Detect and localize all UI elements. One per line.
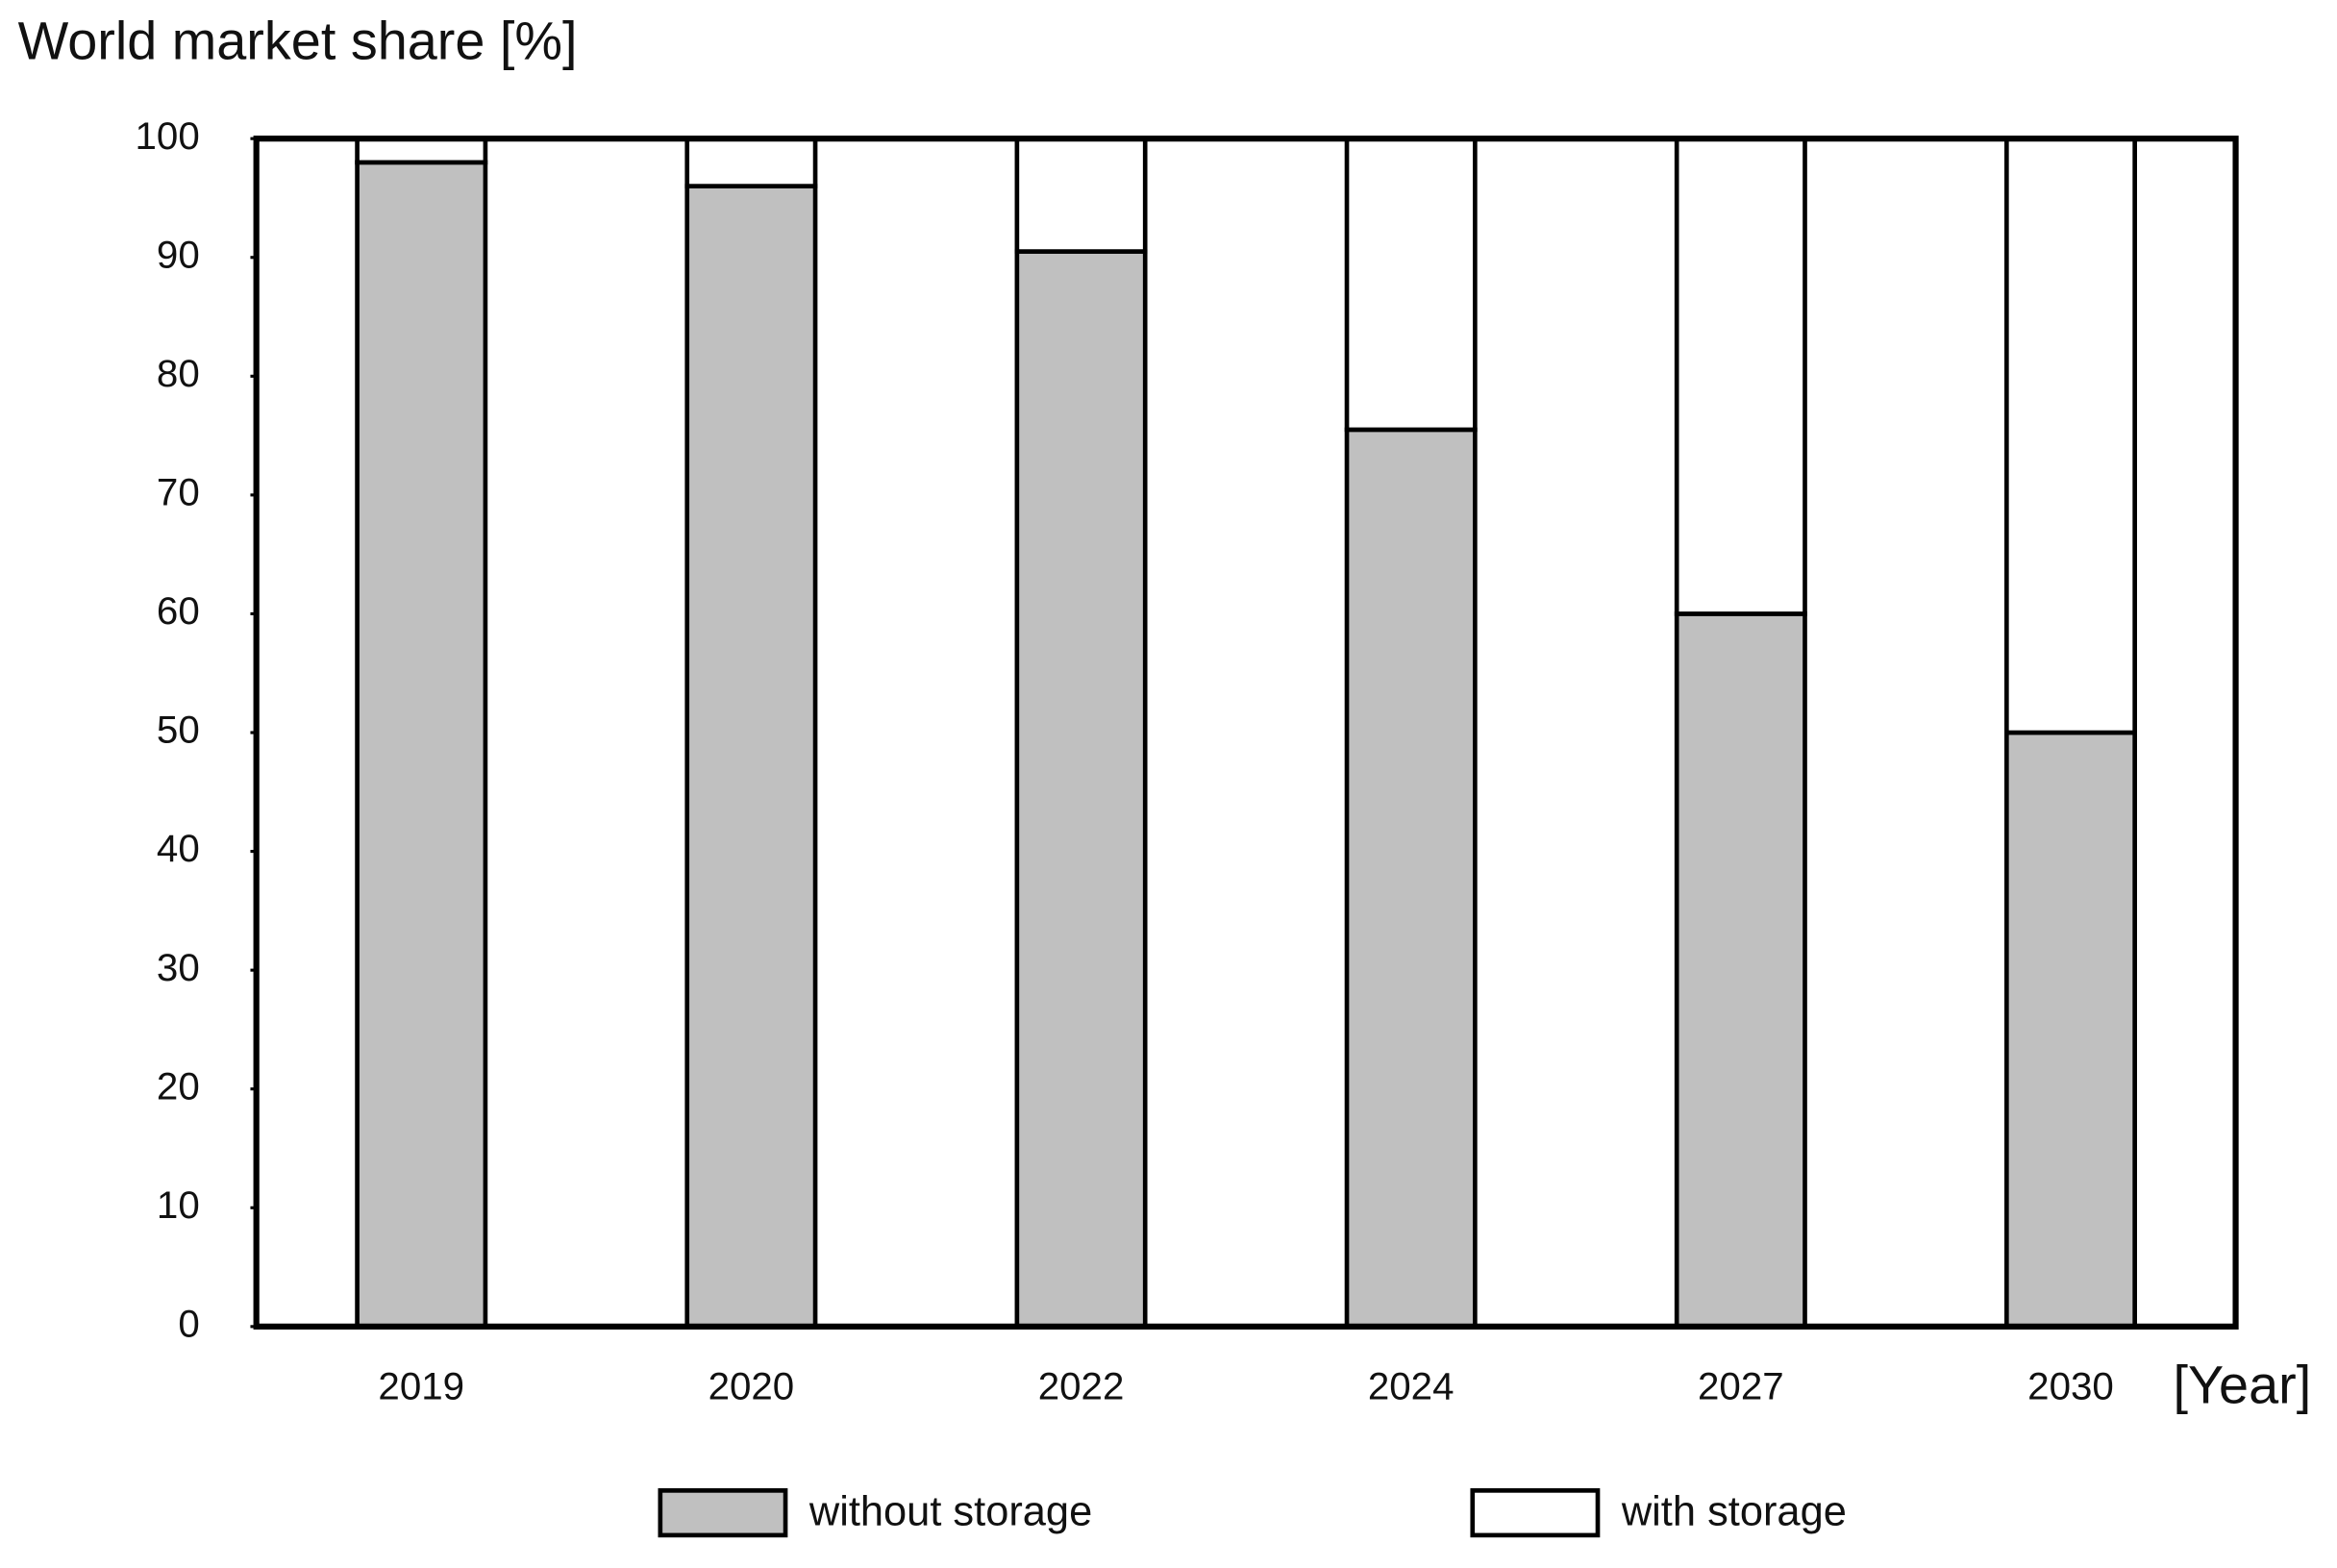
y-tick-label: 90 — [157, 233, 200, 276]
bar-segment — [1674, 611, 1807, 1330]
legend-label: with storage — [1621, 1489, 1847, 1535]
y-tick-label: 40 — [157, 827, 200, 870]
y-tick-label: 0 — [178, 1302, 199, 1345]
y-tick-label: 20 — [157, 1064, 200, 1108]
legend-label: without storage — [808, 1489, 1092, 1535]
bar-segment — [355, 136, 488, 165]
legend-swatch — [658, 1488, 788, 1538]
bar-segment — [1674, 136, 1807, 616]
y-axis-title: World market share [%] — [18, 10, 578, 70]
x-axis-title: [Year] — [2173, 1355, 2311, 1415]
x-tick-label: 2024 — [1368, 1365, 1454, 1408]
plot-frame — [253, 136, 2239, 1330]
legend-swatch — [1470, 1488, 1601, 1538]
x-tick-label: 2019 — [378, 1365, 464, 1408]
y-tick-label: 80 — [157, 352, 200, 395]
bar-segment — [1014, 249, 1148, 1330]
x-tick-label: 2027 — [1698, 1365, 1784, 1408]
y-tick-label: 100 — [136, 114, 200, 158]
bar-segment — [2004, 730, 2137, 1330]
bar-segment — [355, 160, 488, 1330]
bar-segment — [1014, 136, 1148, 254]
x-tick-label: 2022 — [1038, 1365, 1125, 1408]
y-tick-label: 60 — [157, 589, 200, 633]
y-tick-label: 70 — [157, 471, 200, 514]
bar-segment — [1344, 136, 1478, 433]
bar-segment — [2004, 136, 2137, 735]
x-tick-label: 2030 — [2027, 1365, 2114, 1408]
bar-segment — [684, 136, 818, 188]
x-tick-label: 2020 — [709, 1365, 795, 1408]
y-tick-label: 30 — [157, 946, 200, 989]
y-tick-label: 50 — [157, 709, 200, 752]
bar-segment — [684, 184, 818, 1330]
bar-segment — [1344, 427, 1478, 1330]
y-tick-label: 10 — [157, 1183, 200, 1227]
